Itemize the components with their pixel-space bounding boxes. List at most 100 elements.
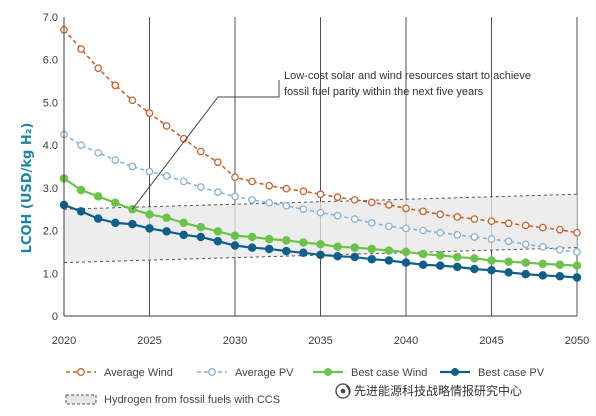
series-best-case-wind	[59, 174, 582, 270]
data-point	[299, 205, 308, 214]
data-point	[213, 236, 223, 246]
x-tick-label: 2030	[223, 335, 247, 347]
data-point	[350, 195, 359, 204]
data-point	[77, 141, 85, 149]
data-point	[487, 256, 496, 265]
data-point	[418, 260, 428, 269]
data-point	[162, 122, 171, 130]
data-point	[384, 256, 394, 265]
x-tick-label: 2035	[308, 335, 332, 347]
data-point	[77, 45, 85, 53]
data-point	[367, 198, 376, 207]
data-point	[470, 233, 479, 241]
y-tick-label: 2.0	[43, 226, 58, 238]
legend-item: Best case Wind	[313, 367, 427, 379]
data-point	[214, 158, 222, 167]
data-point	[538, 271, 548, 280]
data-point	[282, 201, 291, 210]
data-point	[385, 222, 393, 231]
data-point	[350, 243, 359, 252]
data-point	[248, 177, 256, 186]
axes: 0 1.0 2.0 3.0 4.0 5.0 6.0 7.0 2020 2025 2030 2035 20…	[43, 12, 590, 347]
data-point	[111, 81, 120, 90]
ccs-band-upper	[63, 193, 578, 210]
data-point	[282, 184, 291, 193]
data-point	[401, 258, 411, 267]
data-point	[247, 232, 257, 242]
data-point	[504, 268, 513, 277]
watermark-text: 先进能源科技战略情报研究中心	[354, 383, 522, 398]
data-point	[402, 204, 410, 213]
data-point	[572, 273, 582, 282]
data-point	[521, 221, 530, 230]
data-point	[555, 260, 565, 269]
data-point	[521, 269, 530, 279]
data-point	[453, 262, 462, 272]
data-point	[145, 210, 154, 219]
y-tick-label: 6.0	[43, 55, 58, 67]
data-point	[555, 272, 565, 281]
series-best-case-pv	[59, 200, 582, 282]
data-point	[265, 198, 274, 207]
data-point	[264, 234, 274, 244]
data-point	[316, 208, 325, 217]
y-tick-label: 5.0	[43, 97, 58, 109]
data-point	[367, 219, 376, 227]
data-point	[265, 181, 274, 190]
data-point	[316, 250, 325, 260]
legend-label: Average PV	[235, 367, 294, 379]
data-point	[350, 252, 359, 262]
y-tick-label: 1.0	[43, 268, 58, 280]
data-point	[93, 214, 103, 223]
data-point	[196, 183, 205, 191]
legend-item: Average Wind	[66, 367, 173, 379]
data-point	[231, 173, 239, 182]
data-point	[504, 237, 513, 246]
legend-label: Average Wind	[104, 367, 173, 379]
x-tick-label: 2045	[479, 335, 503, 347]
data-point	[128, 162, 137, 171]
data-point	[162, 172, 171, 180]
data-point	[367, 244, 377, 254]
data-point	[76, 207, 86, 216]
data-point	[453, 252, 462, 262]
data-point	[145, 109, 154, 117]
data-point	[145, 167, 154, 176]
legend-label: Best case PV	[478, 367, 545, 379]
watermark: 先进能源科技战略情报研究中心	[335, 383, 522, 399]
data-point	[179, 218, 188, 228]
annotation-leader-line	[132, 80, 280, 210]
data-point	[538, 259, 548, 269]
series-average-pv	[60, 130, 581, 256]
data-point	[230, 241, 240, 250]
data-point	[333, 211, 342, 220]
series-lines	[59, 25, 582, 282]
data-point	[316, 190, 325, 199]
data-point	[248, 195, 256, 204]
data-point	[333, 251, 342, 261]
data-point	[196, 222, 206, 232]
data-point	[487, 235, 496, 243]
data-point	[282, 236, 291, 245]
y-tick-label: 0	[52, 311, 58, 323]
data-point	[436, 228, 445, 237]
data-point	[145, 224, 154, 233]
y-tick-label: 4.0	[43, 140, 58, 152]
data-point	[264, 244, 274, 254]
legend: Average Wind Average PV Best case Wind Best…	[65, 367, 545, 406]
annotation-text-line: fossil fuel parity within the next five …	[284, 86, 484, 98]
data-point	[196, 147, 205, 156]
x-tick-label: 2040	[394, 335, 418, 347]
data-point	[487, 266, 496, 275]
data-point	[573, 228, 581, 237]
data-point	[111, 156, 120, 164]
data-point	[419, 226, 427, 235]
data-point	[179, 177, 188, 186]
legend-item: Average PV	[197, 367, 294, 379]
legend-swatch-marker	[208, 368, 216, 376]
y-tick-label: 7.0	[43, 12, 58, 24]
data-point	[556, 245, 564, 254]
legend-swatch-marker	[77, 368, 85, 376]
data-point	[213, 227, 223, 236]
